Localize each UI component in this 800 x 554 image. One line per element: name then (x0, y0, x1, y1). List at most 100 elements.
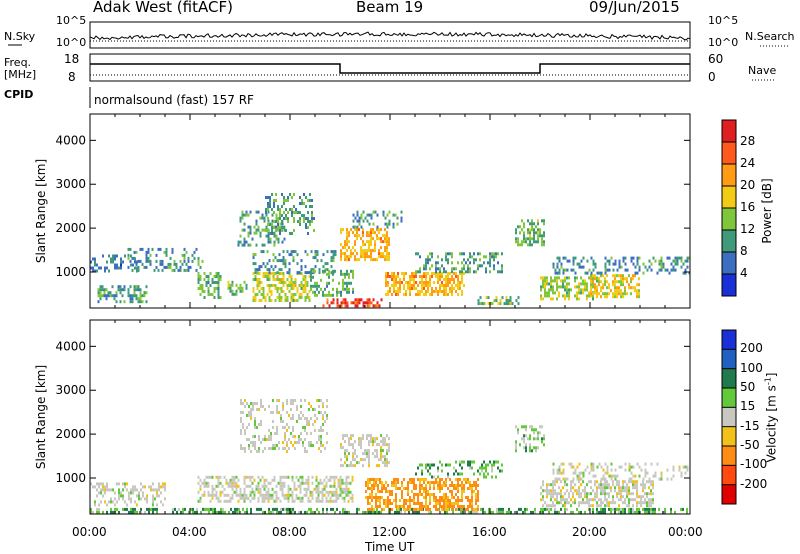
range-cell (304, 278, 307, 281)
range-cell (219, 475, 222, 479)
range-cell (269, 240, 272, 244)
range-cell (409, 278, 411, 281)
range-cell (435, 496, 437, 499)
range-cell (376, 258, 378, 262)
range-cell (306, 284, 309, 287)
range-cell (580, 510, 582, 514)
range-cell (598, 483, 600, 487)
range-cell (578, 291, 580, 295)
range-cell (265, 490, 268, 494)
range-cell (652, 480, 654, 484)
range-cell (172, 507, 174, 511)
range-cell (425, 284, 427, 287)
range-cell (606, 492, 608, 496)
velocity-panel (90, 399, 689, 514)
range-cell (525, 425, 527, 429)
range-cell (584, 492, 586, 496)
range-cell (461, 487, 463, 490)
range-cell (369, 478, 371, 481)
range-cell (388, 449, 390, 453)
range-cell (413, 275, 415, 278)
range-cell (568, 291, 570, 295)
range-cell (281, 214, 283, 217)
range-cell (441, 496, 443, 499)
range-cell (364, 249, 366, 253)
range-cell (302, 414, 304, 417)
range-cell (614, 277, 616, 281)
range-cell (299, 484, 302, 488)
range-cell (529, 437, 531, 441)
range-cell (263, 496, 266, 500)
range-cell (265, 493, 268, 497)
range-cell (108, 269, 110, 273)
range-cell (399, 284, 401, 287)
range-cell (377, 484, 379, 487)
range-cell (366, 240, 368, 244)
range-cell (628, 465, 631, 469)
range-cell (354, 301, 357, 305)
range-cell (111, 285, 114, 289)
range-cell (274, 447, 276, 450)
range-cell (283, 237, 286, 241)
range-cell (243, 499, 246, 503)
range-cell (137, 259, 140, 263)
range-cell (219, 481, 222, 485)
range-cell (148, 510, 150, 514)
range-cell (409, 281, 411, 284)
range-cell (370, 234, 372, 238)
range-cell (560, 495, 562, 499)
range-cell (320, 441, 322, 444)
range-cell (261, 475, 264, 479)
range-cell (347, 493, 350, 497)
range-cell (377, 478, 379, 481)
range-cell (415, 272, 417, 275)
range-cell (650, 483, 652, 487)
range-cell (439, 287, 441, 290)
range-cell (386, 452, 388, 456)
range-cell (325, 490, 328, 494)
range-cell (114, 254, 116, 258)
range-cell (113, 297, 116, 301)
range-cell (594, 483, 596, 487)
range-cell (533, 228, 535, 232)
range-cell (439, 460, 441, 464)
range-cell (237, 493, 240, 497)
range-cell (509, 299, 512, 303)
range-cell (134, 500, 136, 504)
range-cell (352, 287, 354, 291)
range-cell (165, 253, 168, 257)
range-cell (247, 475, 250, 479)
range-cell (644, 265, 647, 269)
range-cell (680, 507, 682, 511)
range-cell (94, 485, 96, 489)
range-cell (268, 290, 271, 293)
range-cell (288, 275, 291, 278)
y-tick-label: 1000 (55, 471, 86, 485)
range-cell (550, 276, 552, 280)
range-cell (431, 252, 433, 256)
range-cell (437, 272, 439, 275)
range-cell (322, 304, 325, 308)
range-cell (461, 460, 463, 464)
range-cell (173, 262, 176, 266)
range-cell (254, 417, 256, 420)
range-cell (541, 243, 543, 247)
range-cell (443, 508, 445, 511)
velocity-colorbar-frame (721, 329, 737, 505)
range-cell (291, 496, 294, 500)
range-cell (293, 229, 295, 232)
range-cell (467, 258, 469, 262)
range-cell (650, 492, 652, 496)
range-cell (304, 296, 307, 299)
range-cell (461, 481, 463, 484)
range-cell (244, 429, 246, 432)
range-cell (309, 223, 311, 226)
data-region (310, 269, 354, 297)
range-cell (263, 243, 266, 247)
range-cell (562, 495, 564, 499)
range-cell (241, 210, 244, 214)
range-cell (96, 269, 98, 273)
range-cell (286, 510, 288, 514)
range-cell (272, 426, 274, 429)
range-cell (374, 240, 376, 244)
